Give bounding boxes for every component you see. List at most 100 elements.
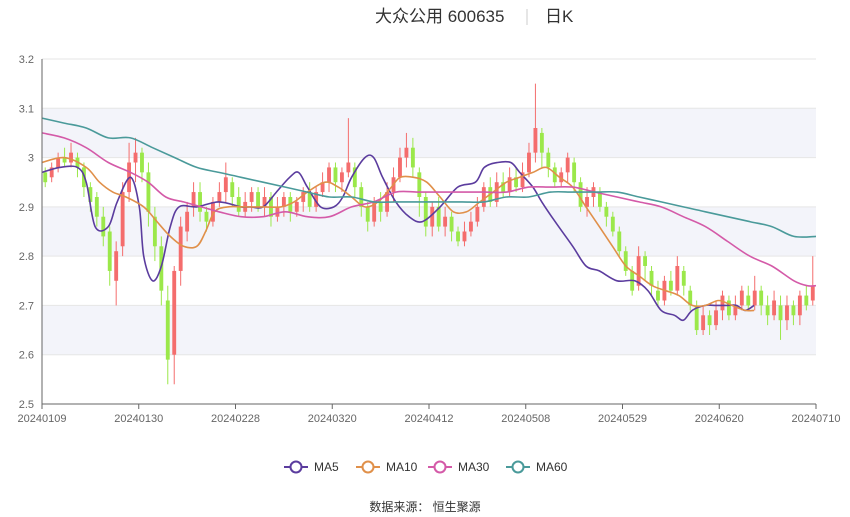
candle [623,246,628,276]
x-tick-label: 20240109 [18,413,67,425]
candle-body [585,197,589,207]
candle [591,182,596,207]
legend-item-ma60[interactable]: MA60 [506,460,568,474]
band-5 [42,108,816,158]
candle-body [791,305,796,316]
candle [533,83,538,163]
candle-body [720,295,725,311]
candle [352,162,357,197]
y-tick-label: 2.7 [19,300,34,312]
candle [191,182,196,217]
candle-body [527,152,531,173]
candle-body [230,182,235,197]
candle [520,162,525,193]
candle-body [101,216,106,237]
line-ma5 [41,154,755,322]
candle [230,177,235,207]
x-tick-label: 20240529 [598,413,647,425]
candle-body [217,192,222,202]
candle-body [765,305,770,316]
candle [552,162,557,188]
candle-body [746,295,751,306]
candle-body [198,192,202,212]
candle-body [739,290,744,306]
candle [643,251,648,281]
y-axis-ticks: 2.5 2.6 2.7 2.8 2.9 3 3.1 3.2 [19,54,34,411]
line-ma10 [41,156,755,312]
candle-body [462,231,467,242]
candle-body [772,300,777,316]
candle-body [507,177,512,193]
legend-item-ma30[interactable]: MA30 [428,460,490,474]
candle-body [597,192,602,207]
candle-body [333,167,338,183]
candle-body [578,182,583,207]
candle-body [668,280,673,291]
candle-body [436,206,441,227]
candle-body [69,152,73,163]
candle [339,167,344,193]
candle-body [210,201,215,222]
candle-body [372,201,377,222]
candle [746,285,751,311]
candle [178,216,183,286]
candle [681,266,686,296]
candle-body [565,157,570,173]
x-tick-label: 20240620 [695,413,744,425]
candle [430,201,435,237]
candle [481,182,486,212]
candle-body [726,300,731,316]
candle-body [785,305,789,321]
candle-body [520,172,525,188]
candle-body [733,305,738,316]
legend-item-ma10[interactable]: MA10 [356,460,418,474]
x-tick-label: 20240228 [211,413,260,425]
legend-marker [289,460,303,474]
candle-body [681,270,686,286]
candle-body [62,157,67,163]
candle-body [43,172,48,183]
candle [688,285,693,311]
candle [610,211,615,237]
candle-body [365,206,370,222]
candle [307,182,312,212]
legend-item-ma5[interactable]: MA5 [284,460,339,474]
candle [733,295,738,321]
candle [791,300,796,326]
candle-body [359,187,364,207]
candle-body [236,197,241,212]
candle [656,280,660,306]
candle [668,270,673,296]
candle [94,192,99,227]
candle [172,266,177,385]
candle-body [152,216,157,247]
candle [410,137,415,178]
candle [398,147,402,183]
candle [785,295,789,331]
candle-body [481,187,486,207]
candle [423,192,428,237]
candle-body [533,128,538,153]
candle-body [49,167,54,178]
candle [514,167,519,193]
background-bands [42,108,816,355]
candle [378,192,383,222]
x-tick-label: 20240710 [792,413,841,425]
candle [275,197,280,222]
candle [649,266,654,296]
candle [140,147,144,183]
candle [404,132,409,168]
candle-body [539,132,544,153]
candle-body [701,315,706,331]
candle-body [281,197,286,207]
candle [152,206,157,262]
candle [804,285,809,311]
candle-body [617,231,622,252]
candle-body [146,172,151,212]
candle [165,285,170,385]
x-tick-label: 20240412 [405,413,454,425]
candle-body [120,192,125,247]
candle-body [410,147,415,168]
legend[interactable]: MA5 MA10 MA30 MA60 [284,460,568,474]
candle-body [275,206,280,217]
